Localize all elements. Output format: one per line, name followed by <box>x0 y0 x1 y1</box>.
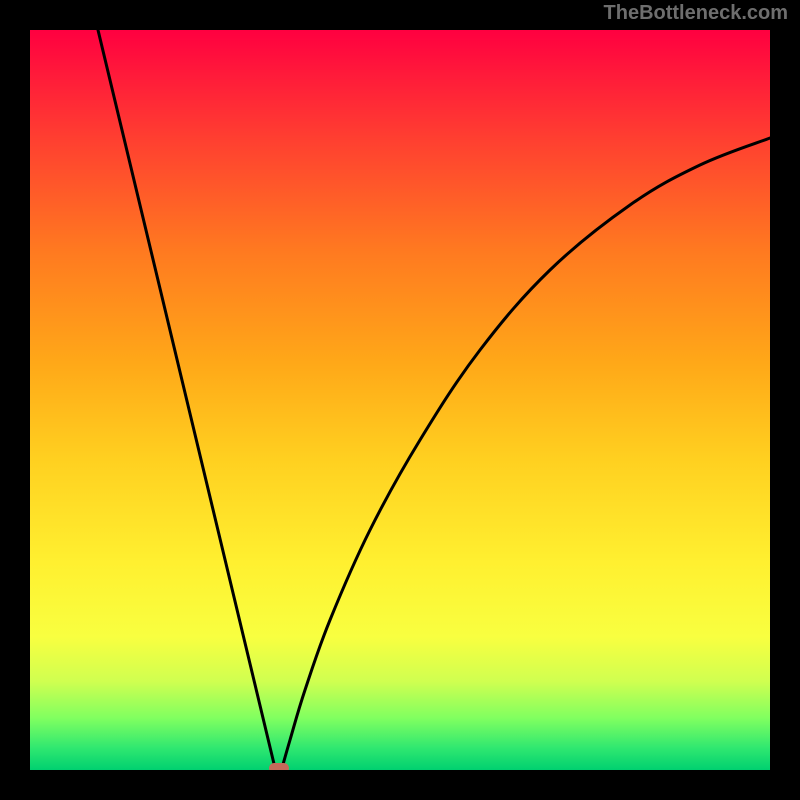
curve-path <box>98 30 770 768</box>
minimum-marker <box>269 763 289 770</box>
chart-container: TheBottleneck.com <box>0 0 800 800</box>
bottleneck-curve <box>30 30 770 770</box>
watermark-text: TheBottleneck.com <box>604 2 788 25</box>
plot-area <box>30 30 770 770</box>
